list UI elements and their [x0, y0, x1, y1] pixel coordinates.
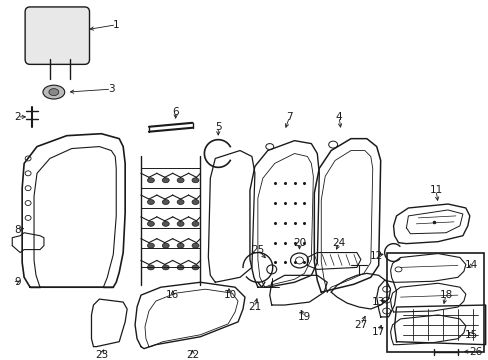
Text: 9: 9 — [14, 277, 20, 287]
Text: 13: 13 — [371, 297, 385, 307]
Ellipse shape — [177, 199, 183, 204]
Text: 15: 15 — [464, 330, 477, 340]
Ellipse shape — [147, 199, 154, 204]
Ellipse shape — [49, 89, 59, 95]
Ellipse shape — [177, 243, 183, 248]
Text: 5: 5 — [215, 122, 221, 132]
Ellipse shape — [162, 178, 169, 183]
Text: 22: 22 — [185, 350, 199, 360]
Text: 27: 27 — [353, 320, 367, 330]
Bar — [386, 253, 483, 352]
Text: 19: 19 — [297, 312, 310, 322]
Ellipse shape — [177, 178, 183, 183]
Ellipse shape — [177, 265, 183, 270]
Text: 20: 20 — [292, 238, 305, 248]
Ellipse shape — [162, 199, 169, 204]
Text: 24: 24 — [332, 238, 345, 248]
Ellipse shape — [147, 265, 154, 270]
Text: 3: 3 — [108, 84, 114, 94]
Text: 26: 26 — [468, 347, 481, 357]
Ellipse shape — [177, 221, 183, 226]
Text: 23: 23 — [95, 350, 108, 360]
Text: 16: 16 — [166, 290, 179, 300]
Text: 14: 14 — [464, 260, 477, 270]
Ellipse shape — [192, 265, 199, 270]
Ellipse shape — [192, 199, 199, 204]
Ellipse shape — [162, 243, 169, 248]
Text: 1: 1 — [113, 20, 119, 30]
Text: 17: 17 — [371, 327, 385, 337]
Ellipse shape — [43, 85, 64, 99]
Ellipse shape — [192, 221, 199, 226]
Text: 12: 12 — [369, 251, 383, 261]
Ellipse shape — [162, 221, 169, 226]
Text: 8: 8 — [14, 225, 20, 235]
Ellipse shape — [147, 221, 154, 226]
Text: 11: 11 — [428, 185, 442, 195]
Text: 18: 18 — [439, 290, 452, 300]
Text: 21: 21 — [248, 302, 261, 312]
Text: 6: 6 — [172, 107, 179, 117]
Text: 7: 7 — [285, 112, 292, 122]
Text: 10: 10 — [223, 290, 236, 300]
Ellipse shape — [192, 243, 199, 248]
Text: 25: 25 — [251, 244, 264, 255]
Ellipse shape — [147, 243, 154, 248]
Ellipse shape — [162, 265, 169, 270]
Text: 4: 4 — [335, 112, 342, 122]
Ellipse shape — [192, 178, 199, 183]
FancyBboxPatch shape — [25, 7, 89, 64]
Ellipse shape — [147, 178, 154, 183]
Text: 2: 2 — [14, 112, 20, 122]
